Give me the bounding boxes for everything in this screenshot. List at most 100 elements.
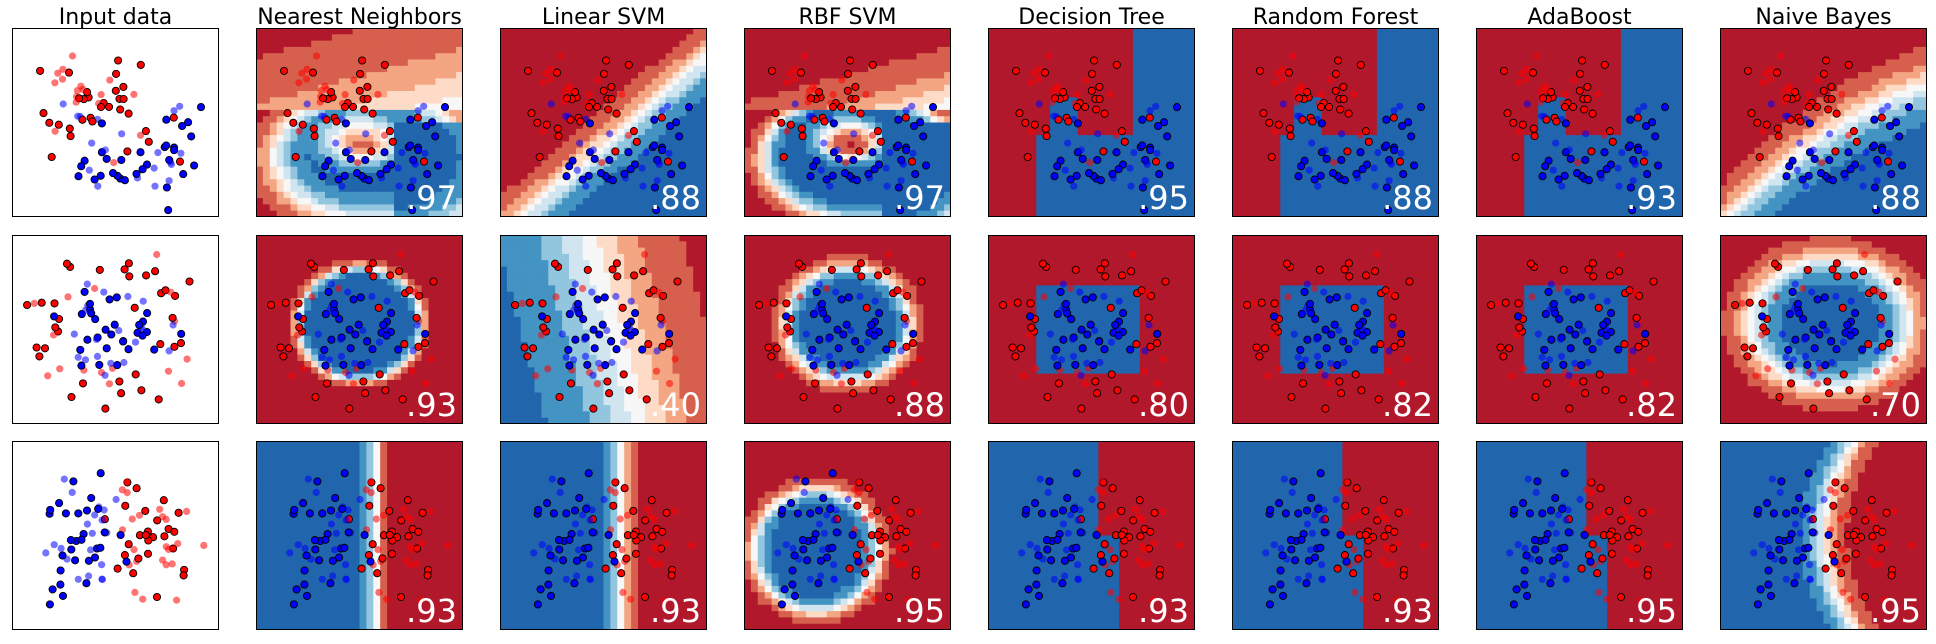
surface-cell [651,91,660,98]
surface-cell [325,103,333,111]
surface-cell [506,147,515,155]
surface-cell [610,198,618,205]
surface-cell [1411,28,1419,35]
surface-cell [778,147,786,155]
surface-cell [262,53,271,61]
surface-cell [1301,204,1309,212]
surface-cell [665,191,674,199]
surface-cell [1181,160,1189,168]
surface-cell [1105,179,1113,187]
surface-cell [1266,34,1274,42]
subplot-panel: .88 [1232,28,1439,217]
surface-cell [785,53,793,61]
surface-cell [1321,46,1330,54]
surface-cell [373,46,381,54]
data-point [406,141,415,150]
surface-cell [895,166,904,174]
surface-cell [1328,65,1337,73]
surface-cell [1349,204,1357,212]
data-point [552,68,562,77]
surface-cell [1105,191,1113,199]
surface-cell [1008,103,1017,111]
surface-cell [1232,147,1240,155]
data-point [368,109,377,118]
surface-cell [861,135,869,142]
surface-cell [923,204,931,212]
surface-cell [1029,40,1037,48]
surface-cell [1105,172,1113,180]
surface-cell [269,109,278,117]
surface-cell [771,179,780,187]
surface-cell [304,147,312,155]
surface-cell [1370,154,1378,161]
data-point [68,52,77,60]
data-point [318,172,327,181]
surface-cell [1112,28,1120,35]
surface-cell [638,204,646,212]
surface-cell [1390,191,1399,199]
surface-cell [665,59,674,67]
surface-cell [500,46,508,54]
surface-cell [1280,109,1288,117]
surface-cell [527,204,536,212]
surface-cell [1259,204,1268,212]
surface-cell [1425,65,1433,73]
surface-cell [1383,103,1392,111]
surface-cell [868,84,876,92]
surface-cell [882,141,890,149]
surface-cell [693,84,701,92]
surface-cell [631,198,639,205]
surface-cell [456,128,463,136]
surface-cell [1029,147,1037,155]
surface-cell [1001,65,1010,73]
surface-cell [1153,34,1162,42]
surface-cell [778,84,786,92]
surface-cell [1238,204,1247,212]
surface-cell [1335,141,1343,149]
surface-cell [1029,185,1037,193]
data-point [428,118,437,127]
surface-cell [414,135,423,142]
surface-cell [1287,154,1295,161]
surface-cell [1280,198,1288,205]
surface-cell [826,84,835,92]
surface-cell [394,53,402,61]
surface-cell [813,40,821,48]
surface-cell [686,28,694,35]
data-point [51,127,59,135]
surface-cell [345,72,354,79]
surface-cell [582,191,591,199]
surface-cell [304,172,312,180]
surface-cell [1390,40,1399,48]
surface-cell [1050,141,1058,149]
surface-cell [882,103,890,111]
surface-cell [500,53,508,61]
surface-cell [1001,78,1010,86]
surface-cell [1411,210,1419,217]
surface-cell [352,59,361,67]
surface-cell [290,34,298,42]
surface-cell [442,147,450,155]
surface-cell [589,198,598,205]
surface-cell [1370,172,1378,180]
surface-cell [813,128,821,136]
surface-cell [799,28,807,35]
surface-cell [500,185,508,193]
surface-cell [826,191,835,199]
surface-cell [882,53,890,61]
surface-cell [1301,166,1309,174]
data-point [771,109,780,118]
surface-cell [400,84,409,92]
surface-cell [644,109,653,117]
surface-cell [428,128,436,136]
surface-cell [407,128,416,136]
surface-cell [366,59,374,67]
surface-cell [813,191,821,199]
surface-cell [1245,65,1254,73]
surface-cell [1153,59,1162,67]
surface-cell [1349,40,1357,48]
surface-cell [916,160,924,168]
surface-cell [1029,116,1037,124]
surface-cell [771,166,780,174]
surface-cell [1139,40,1148,48]
